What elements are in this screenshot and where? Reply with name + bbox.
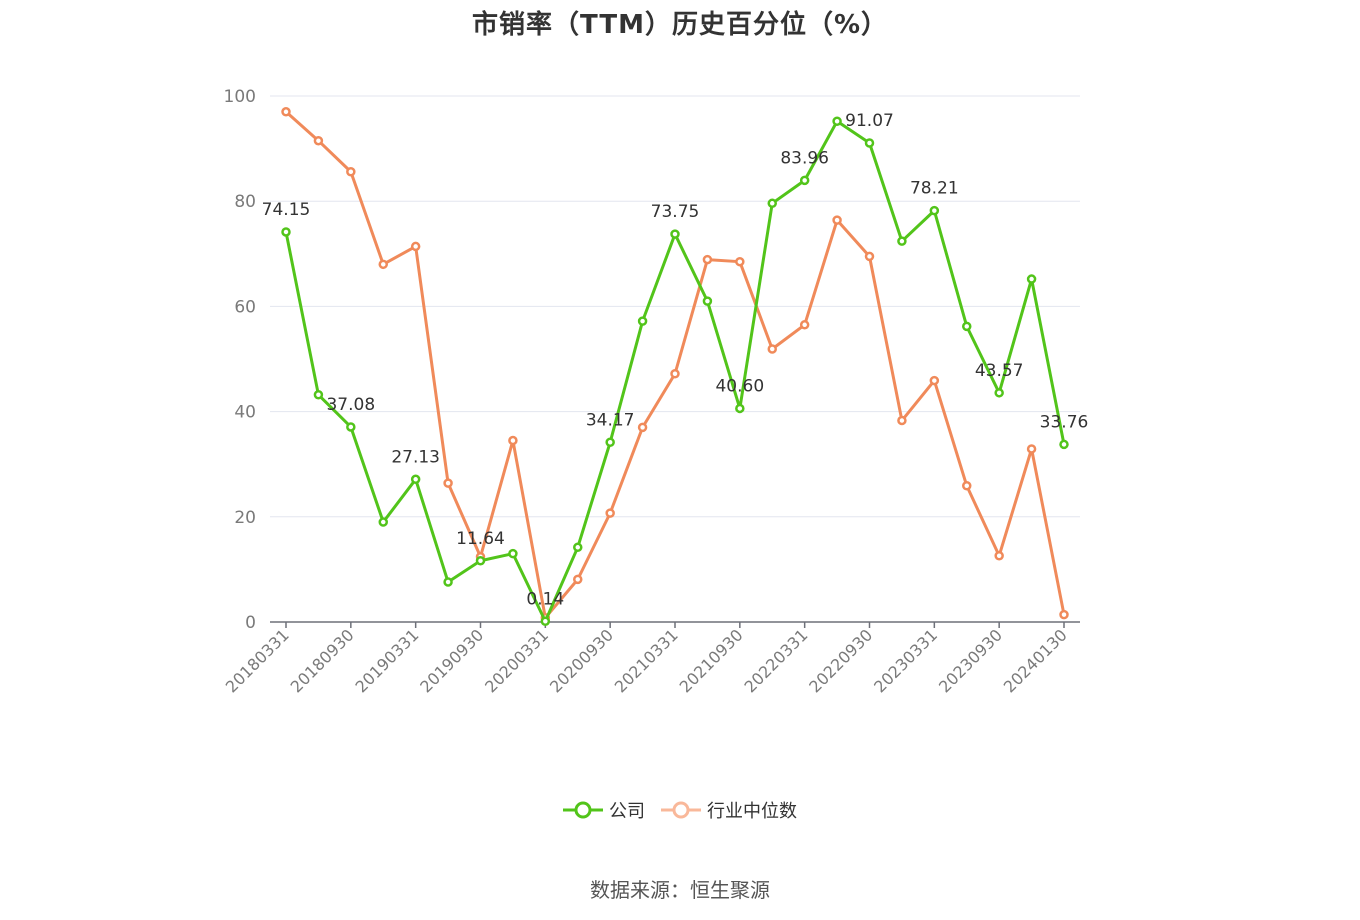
data-point-1 <box>767 344 777 354</box>
data-label: 91.07 <box>845 111 894 131</box>
data-point-0 <box>605 437 615 448</box>
data-point-1 <box>637 422 648 433</box>
x-tick-label: 20220930 <box>805 625 876 696</box>
data-point-1 <box>313 135 324 146</box>
x-tick-label: 20220331 <box>740 625 811 696</box>
data-point-0 <box>994 388 1004 398</box>
data-label: 43.57 <box>975 361 1024 381</box>
data-point-0 <box>1059 439 1069 450</box>
data-label: 11.64 <box>456 529 505 549</box>
data-label: 40.60 <box>715 376 764 396</box>
data-point-1 <box>1026 444 1037 454</box>
legend-industry-swatch-icon <box>661 801 701 819</box>
data-point-1 <box>864 251 875 262</box>
data-point-0 <box>735 403 745 414</box>
data-point-0 <box>281 227 291 237</box>
data-point-1 <box>897 415 907 426</box>
data-point-0 <box>443 577 453 587</box>
data-label: 34.17 <box>586 410 635 430</box>
data-point-1 <box>410 241 421 252</box>
data-point-0 <box>1026 274 1037 284</box>
data-point-0 <box>799 175 810 186</box>
data-point-0 <box>767 198 777 209</box>
legend-item-company[interactable]: 公司 <box>563 796 645 824</box>
data-point-0 <box>410 474 421 485</box>
data-point-1 <box>1059 609 1069 620</box>
data-point-1 <box>735 256 745 267</box>
data-point-0 <box>637 316 648 326</box>
x-tick-label: 20180331 <box>222 625 293 696</box>
data-label: 33.76 <box>1040 412 1089 432</box>
data-label: 83.96 <box>780 148 829 168</box>
x-tick-label: 20230930 <box>935 625 1006 696</box>
data-point-0 <box>962 321 972 332</box>
x-tick-label: 20210930 <box>676 625 747 696</box>
data-point-1 <box>670 368 680 379</box>
x-tick-label: 20180930 <box>287 625 358 696</box>
data-point-0 <box>573 542 583 553</box>
y-tick-label: 60 <box>234 297 256 317</box>
data-point-1 <box>929 375 940 386</box>
x-tick-label: 20210331 <box>611 625 682 696</box>
data-point-0 <box>670 229 680 239</box>
data-point-1 <box>962 481 972 491</box>
data-point-1 <box>573 574 583 585</box>
x-tick-label: 20200930 <box>546 625 617 696</box>
data-label: 78.21 <box>910 179 959 199</box>
x-tick-label: 20190930 <box>416 625 487 696</box>
data-point-0 <box>864 138 875 148</box>
legend-item-industry-median[interactable]: 行业中位数 <box>661 796 797 824</box>
data-point-0 <box>929 205 940 216</box>
data-label: 74.15 <box>262 200 311 220</box>
label-layer: 74.15 37.08 27.13 11.64 0.14 34.17 73.75 40.60 8… <box>262 111 1089 609</box>
chart-title: 市销率（TTM）历史百分位（%） <box>472 10 888 40</box>
data-label: 73.75 <box>651 202 700 222</box>
grid-layer <box>270 95 1080 518</box>
y-tick-label: 40 <box>234 403 256 423</box>
y-tick-label: 80 <box>234 192 256 212</box>
data-point-0 <box>832 116 842 126</box>
x-tick-label: 20240130 <box>1000 625 1071 696</box>
y-tick-label: 100 <box>224 87 256 107</box>
data-point-0 <box>508 548 518 559</box>
data-point-1 <box>346 166 356 177</box>
data-point-1 <box>799 320 810 330</box>
series-layer <box>281 107 1069 627</box>
legend-company-label: 公司 <box>609 801 645 822</box>
data-point-1 <box>508 435 518 446</box>
data-point-0 <box>702 296 713 306</box>
data-label: 27.13 <box>391 447 440 467</box>
data-point-0 <box>540 616 551 627</box>
data-point-0 <box>378 517 388 527</box>
data-point-1 <box>378 259 388 270</box>
x-tick-label: 20190331 <box>351 625 422 696</box>
data-point-1 <box>994 550 1004 561</box>
y-tick-label: 0 <box>245 613 256 633</box>
y-tick-label: 20 <box>234 508 256 528</box>
data-point-1 <box>443 478 453 488</box>
data-point-0 <box>475 556 486 566</box>
data-source-note: 数据来源：恒生聚源 <box>590 878 770 902</box>
data-label: 0.14 <box>526 589 564 609</box>
data-label: 37.08 <box>326 395 375 415</box>
legend: 公司 行业中位数 <box>0 796 1360 824</box>
x-tick-label: 20200331 <box>481 625 552 696</box>
legend-company-swatch-icon <box>563 801 603 819</box>
data-point-1 <box>281 107 291 117</box>
data-point-1 <box>605 508 615 518</box>
data-point-0 <box>313 390 324 400</box>
x-tick-label: 20230331 <box>870 625 941 696</box>
data-point-1 <box>832 215 842 225</box>
data-point-1 <box>702 254 713 265</box>
legend-industry-label: 行业中位数 <box>707 801 797 822</box>
data-point-0 <box>346 422 356 432</box>
data-point-0 <box>897 236 907 246</box>
